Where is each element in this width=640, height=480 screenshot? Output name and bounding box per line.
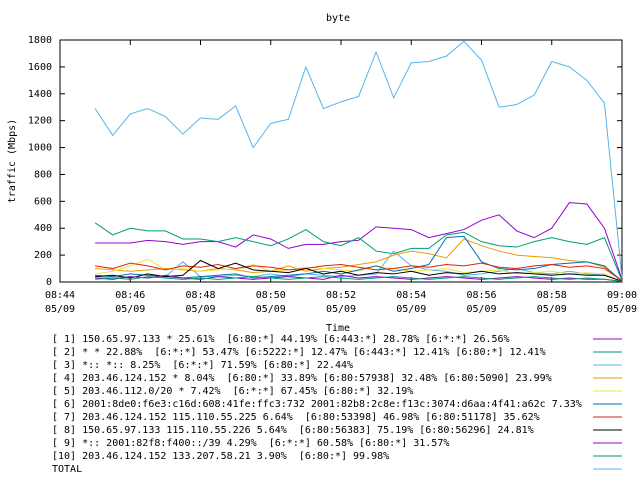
y-tick-label: 600: [34, 196, 52, 207]
x-axis-label: Time: [326, 323, 350, 334]
legend-label: [10] 203.46.124.152 133.207.58.21 3.90% …: [52, 451, 389, 462]
y-tick-label: 1800: [28, 35, 52, 46]
chart-title: byte: [326, 13, 350, 24]
series-line: [95, 276, 623, 282]
x-tick-date: 05/09: [115, 304, 145, 315]
series-line: [94, 40, 623, 279]
x-tick-label: 08:52: [326, 290, 356, 301]
y-tick-label: 1000: [28, 143, 52, 154]
x-tick-label: 08:54: [396, 290, 426, 301]
series-line: [95, 238, 623, 282]
series-line: [94, 222, 623, 281]
y-tick-label: 1400: [28, 89, 52, 100]
legend-label: [ 5] 203.46.112.0/20 * 7.42% [6:*:*] 67.…: [52, 386, 413, 397]
y-tick-label: 1200: [28, 116, 52, 127]
legend-label: TOTAL: [52, 464, 82, 475]
series-line: [95, 258, 623, 282]
y-tick-label: 200: [34, 250, 52, 261]
y-axis-label: traffic (Mbps): [7, 119, 18, 203]
legend-label: [ 4] 203.46.124.152 * 8.04% [6:80:*] 33.…: [52, 373, 552, 384]
x-tick-label: 09:00: [607, 290, 637, 301]
series-line: [95, 259, 623, 282]
x-tick-date: 05/09: [607, 304, 637, 315]
series-line: [95, 202, 623, 280]
x-tick-date: 05/09: [256, 304, 286, 315]
legend-label: [ 2] * * 22.88% [6:*:*] 53.47% [6:5222:*…: [52, 347, 546, 358]
legend-label: [ 9] *:: 2001:82f8:f400::/39 4.29% [6:*:…: [52, 438, 449, 449]
x-tick-label: 08:50: [256, 290, 286, 301]
legend-label: [ 3] *:: *:: 8.25% [6:*:*] 71.59% [6:80:…: [52, 360, 353, 371]
x-tick-label: 08:56: [466, 290, 496, 301]
x-tick-date: 05/09: [45, 304, 75, 315]
x-tick-label: 08:48: [185, 290, 215, 301]
x-tick-date: 05/09: [396, 304, 426, 315]
legend-label: [ 8] 150.65.97.133 115.110.55.226 5.64% …: [52, 425, 534, 436]
x-tick-label: 08:44: [45, 290, 75, 301]
y-tick-label: 1600: [28, 62, 52, 73]
x-tick-date: 05/09: [466, 304, 496, 315]
legend-label: [ 1] 150.65.97.133 * 25.61% [6:80:*] 44.…: [52, 334, 510, 345]
x-tick-label: 08:58: [537, 290, 567, 301]
x-tick-label: 08:46: [115, 290, 145, 301]
series-line: [95, 274, 623, 282]
x-tick-date: 05/09: [326, 304, 356, 315]
x-tick-date: 05/09: [537, 304, 567, 315]
x-tick-date: 05/09: [185, 304, 215, 315]
series-line: [95, 262, 623, 282]
legend-label: [ 6] 2001:8de0:f6e3:c16d:608:41fe:ffc3:7…: [52, 399, 582, 410]
y-tick-label: 400: [34, 223, 52, 234]
y-tick-label: 0: [46, 277, 52, 288]
y-tick-label: 800: [34, 169, 52, 180]
legend-label: [ 7] 203.46.124.152 115.110.55.225 6.64%…: [52, 412, 540, 423]
